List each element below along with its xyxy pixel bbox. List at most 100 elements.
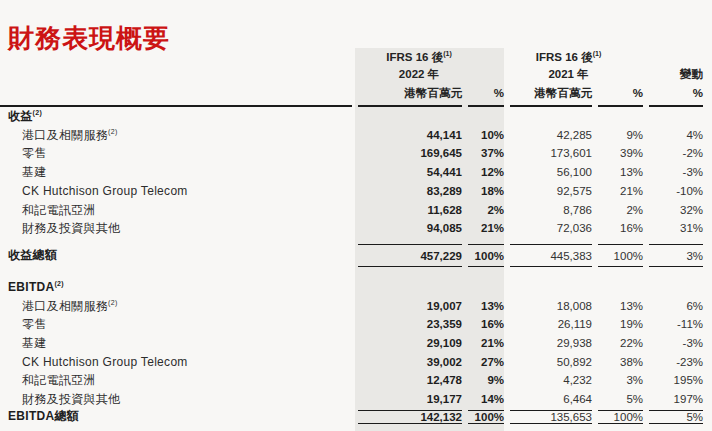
- value-change-percent: 195%: [643, 371, 703, 390]
- value-change-percent: 4%: [643, 126, 703, 145]
- value-2022-percent: 37%: [462, 144, 504, 163]
- value-2021-amount: 56,100: [504, 163, 592, 182]
- value-2022-amount: 54,441: [352, 163, 462, 182]
- empty-cell: [352, 278, 462, 297]
- value-2021-percent: 13%: [592, 163, 643, 182]
- table-row: 基建29,10921%29,93822%-3%: [0, 334, 703, 353]
- empty-cell: [462, 278, 504, 297]
- value-2021-percent: 21%: [592, 182, 643, 201]
- empty-cell: [462, 107, 504, 126]
- row-label: CK Hutchison Group Telecom: [0, 182, 352, 201]
- empty-cell: [504, 107, 592, 126]
- value-2022-amount: 44,141: [352, 126, 462, 145]
- value-2022-amount: 12,478: [352, 371, 462, 390]
- empty-cell: [504, 278, 592, 297]
- value-2022-amount: 11,628: [352, 201, 462, 220]
- table-row: 港口及相關服務(2)19,00713%18,00813%6%: [0, 297, 703, 316]
- value-2021-percent: 3%: [592, 371, 643, 390]
- header-blank: [0, 48, 352, 66]
- value-2021-amount: 92,575: [504, 182, 592, 201]
- value-2021-amount: 4,232: [504, 371, 592, 390]
- value-2022-percent: 13%: [462, 297, 504, 316]
- row-label: 和記電訊亞洲: [0, 371, 352, 390]
- value-2022-percent: 27%: [462, 353, 504, 372]
- section-header-row: EBITDA(2): [0, 278, 703, 297]
- value-2022-percent: 16%: [462, 315, 504, 334]
- table-row: 零售23,35916%26,11919%-11%: [0, 315, 703, 334]
- header-year-2022: 2022 年: [352, 66, 504, 83]
- header-unit-2021: 港幣百萬元: [504, 83, 592, 107]
- value-2022-percent: 12%: [462, 163, 504, 182]
- header-pct-2021: %: [592, 83, 643, 107]
- total-2021-amount: 135,653: [504, 409, 592, 424]
- total-label: 收益總額: [0, 238, 352, 267]
- value-2021-percent: 16%: [592, 219, 643, 238]
- value-2022-amount: 19,007: [352, 297, 462, 316]
- header-pct-2022: %: [462, 83, 504, 107]
- value-2022-amount: 19,177: [352, 390, 462, 409]
- total-2021-amount: 445,383: [504, 238, 592, 267]
- total-row: 收益總額457,229100%445,383100%3%: [0, 238, 703, 267]
- value-2022-amount: 94,085: [352, 219, 462, 238]
- row-label: CK Hutchison Group Telecom: [0, 353, 352, 372]
- header-basis-2021: IFRS 16 後(1): [504, 48, 643, 66]
- value-2021-percent: 38%: [592, 353, 643, 372]
- empty-cell: [643, 278, 703, 297]
- row-label: 零售: [0, 315, 352, 334]
- table-row: 零售169,64537%173,60139%-2%: [0, 144, 703, 163]
- total-2022-amount: 457,229: [352, 238, 462, 267]
- section-spacer: [0, 267, 703, 278]
- value-change-percent: -3%: [643, 163, 703, 182]
- header-blank: [0, 83, 352, 107]
- total-2022-percent: 100%: [462, 238, 504, 267]
- value-change-percent: -23%: [643, 353, 703, 372]
- value-change-percent: 197%: [643, 390, 703, 409]
- value-2021-amount: 8,786: [504, 201, 592, 220]
- value-2021-amount: 26,119: [504, 315, 592, 334]
- header-blank: [643, 48, 703, 66]
- value-change-percent: -10%: [643, 182, 703, 201]
- report-page: { "page_title": "財務表現概要", "colors": { "t…: [0, 0, 712, 431]
- row-label: 港口及相關服務(2): [0, 126, 352, 145]
- value-change-percent: -3%: [643, 334, 703, 353]
- total-label: EBITDA總額: [0, 409, 352, 424]
- value-2022-amount: 39,002: [352, 353, 462, 372]
- value-2021-amount: 72,036: [504, 219, 592, 238]
- row-label: 基建: [0, 163, 352, 182]
- value-2022-amount: 83,289: [352, 182, 462, 201]
- clipped-next-row: [76, 427, 96, 431]
- value-2021-amount: 173,601: [504, 144, 592, 163]
- table-row: 基建54,44112%56,10013%-3%: [0, 163, 703, 182]
- row-label: 財務及投資與其他: [0, 219, 352, 238]
- value-change-percent: -11%: [643, 315, 703, 334]
- value-2022-percent: 21%: [462, 219, 504, 238]
- table-row: CK Hutchison Group Telecom83,28918%92,57…: [0, 182, 703, 201]
- financial-summary-table: IFRS 16 後(1) IFRS 16 後(1) 2022 年 2021 年 …: [0, 48, 703, 424]
- value-change-percent: 6%: [643, 297, 703, 316]
- value-2021-percent: 19%: [592, 315, 643, 334]
- value-2022-percent: 21%: [462, 334, 504, 353]
- value-2021-amount: 42,285: [504, 126, 592, 145]
- header-change: 變動: [643, 66, 703, 83]
- value-2021-percent: 5%: [592, 390, 643, 409]
- table-row: 和記電訊亞洲11,6282%8,7862%32%: [0, 201, 703, 220]
- empty-cell: [592, 278, 643, 297]
- table-row: 財務及投資與其他94,08521%72,03616%31%: [0, 219, 703, 238]
- row-label: 和記電訊亞洲: [0, 201, 352, 220]
- row-label: 港口及相關服務(2): [0, 297, 352, 316]
- row-label: 財務及投資與其他: [0, 390, 352, 409]
- value-2022-amount: 29,109: [352, 334, 462, 353]
- row-label: 零售: [0, 144, 352, 163]
- value-2021-percent: 9%: [592, 126, 643, 145]
- value-2021-percent: 13%: [592, 297, 643, 316]
- total-2022-percent: 100%: [462, 409, 504, 424]
- table-row: 和記電訊亞洲12,4789%4,2323%195%: [0, 371, 703, 390]
- section-title: EBITDA(2): [0, 278, 352, 297]
- header-pct-change: %: [643, 83, 703, 107]
- row-label: 基建: [0, 334, 352, 353]
- value-2021-amount: 18,008: [504, 297, 592, 316]
- value-2022-percent: 9%: [462, 371, 504, 390]
- section-title: 收益(2): [0, 107, 352, 126]
- value-2022-amount: 23,359: [352, 315, 462, 334]
- header-unit-2022: 港幣百萬元: [352, 83, 462, 107]
